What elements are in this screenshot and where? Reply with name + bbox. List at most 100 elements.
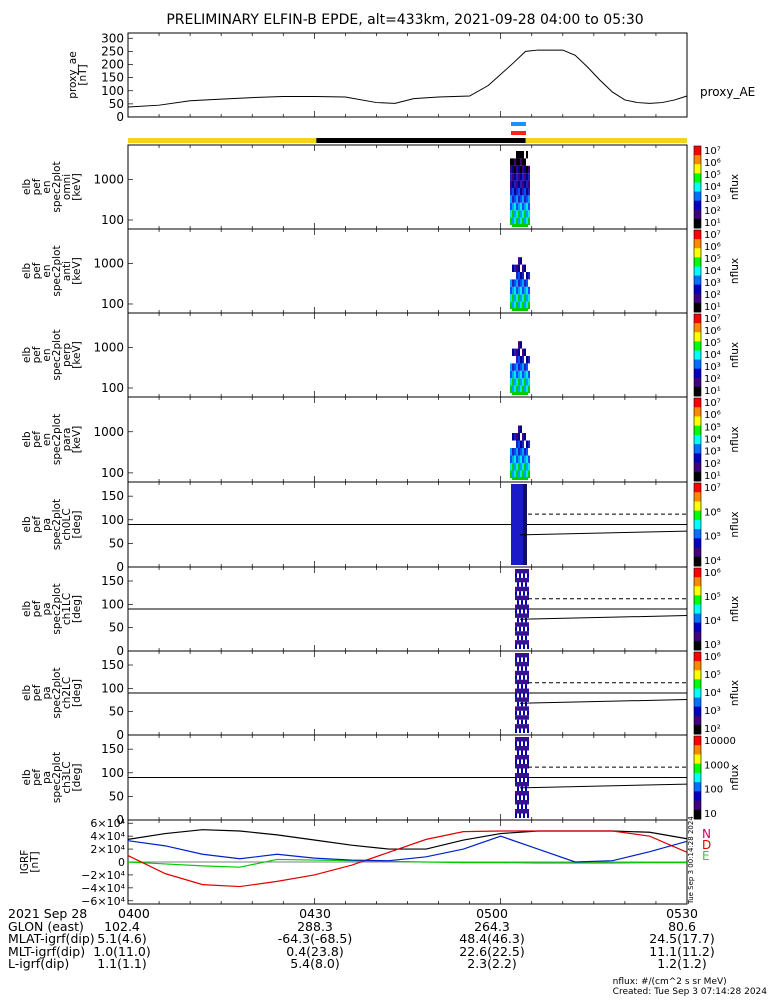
spectrogram-cell: [525, 688, 527, 693]
spectrogram-cell: [517, 661, 519, 667]
colorbar-tick: 10¹: [704, 218, 721, 229]
spectrogram-cell: [512, 455, 514, 463]
colorbar-tick: 10⁵: [704, 170, 721, 181]
spectrogram-cell: [518, 455, 520, 463]
ylabel-line: IGRF: [19, 850, 31, 875]
ae-panel-frame: [127, 32, 688, 118]
spectrogram-cell: [520, 378, 522, 386]
spectrogram-cell: [523, 497, 525, 502]
spectrogram-cell: [511, 556, 513, 561]
orbit-info-value: 5.1(4.6): [97, 931, 147, 946]
spectrogram-cell: [517, 715, 519, 720]
spectrogram-cell: [515, 724, 517, 729]
spectrogram-cell: [521, 595, 523, 601]
spectrogram-cell: [512, 378, 514, 386]
shadow-bar: [316, 138, 526, 143]
spectrogram-cell: [515, 777, 517, 782]
colorbar-frame: [693, 482, 702, 567]
colorbar-label: nflux: [729, 258, 741, 284]
spectrogram-cell: [510, 165, 512, 174]
colorbar-segment: [694, 538, 701, 549]
spectrogram-cell: [527, 813, 529, 818]
spectrogram-cell: [523, 488, 525, 493]
spectrogram-cell: [526, 151, 528, 159]
spectrogram-cell: [517, 520, 519, 525]
spectrogram-cell: [523, 622, 525, 627]
colorbar-tick: 10⁶: [704, 507, 721, 518]
spectrogram-cell: [525, 604, 527, 609]
spectrogram-cell: [514, 158, 516, 166]
spectrogram-cell: [519, 484, 521, 489]
spectrogram-cell: [514, 455, 516, 463]
spectrogram-cell: [520, 448, 522, 456]
spectrogram-cell: [523, 710, 525, 716]
spectrogram-cell: [522, 279, 524, 287]
ylabel-line: ch0LC: [61, 508, 73, 540]
spectrogram-cell: [514, 463, 516, 471]
colorbar-segment: [694, 182, 701, 193]
ae-ytick-label: 150: [101, 71, 124, 85]
colorbar-label-text: nflux: [729, 426, 741, 452]
spectrogram-frame-3: [127, 312, 688, 398]
colorbar-segment: [694, 314, 701, 324]
colorbar-segment: [694, 248, 701, 258]
spectrogram-cell: [525, 520, 527, 525]
spectrogram-cell: [521, 556, 523, 561]
spectrogram-cell: [527, 764, 529, 769]
spectrogram-cell: [511, 511, 513, 516]
spectrogram-cell: [519, 670, 521, 676]
spectrogram-cell: [521, 631, 523, 636]
spectrogram-cell: [510, 195, 512, 203]
spectrogram-cell: [510, 301, 512, 309]
spectrogram-cell: [512, 348, 514, 356]
spectrogram-cell: [515, 626, 517, 632]
ylabel-line: elb: [21, 516, 33, 532]
spectrogram-cell: [519, 569, 521, 574]
colorbar-5: 10⁷ 10⁶ 10⁵ 10⁴ nflux: [693, 482, 741, 567]
spectrogram-cell: [513, 488, 515, 493]
spectrogram-cell: [519, 622, 521, 627]
spectrogram-cell: [526, 363, 528, 371]
colorbar-label: nflux: [729, 511, 741, 537]
ylabel-line: elb: [21, 431, 33, 447]
spectrogram-cell: [521, 684, 523, 689]
spectrogram-cell: [513, 493, 515, 498]
spectrogram-cell: [525, 582, 527, 587]
spectrogram-cell: [527, 737, 529, 742]
colorbar-segment: [694, 715, 701, 726]
ylabel-line: spec2plot: [51, 161, 63, 212]
ylabel-line: pef: [31, 769, 43, 786]
colorbar-segment: [694, 173, 701, 183]
colorbar-segment: [694, 434, 701, 445]
spectrogram-cell: [525, 768, 527, 773]
spectrogram-cell: [511, 520, 513, 525]
spectrogram-cell: [527, 631, 529, 636]
colorbar-segment: [694, 368, 701, 379]
igrf-ytick-label: 4×10⁴: [90, 830, 125, 843]
spectrogram-cell: [515, 524, 517, 529]
spectrogram-cell: [526, 210, 528, 218]
loss-cone-line: [519, 783, 688, 789]
spectrogram-cell: [527, 609, 529, 614]
spectrogram-cell: [523, 764, 525, 769]
spectrogram-cell: [510, 286, 512, 295]
spectrogram-cell: [512, 477, 528, 480]
spectrogram-cell: [517, 737, 519, 742]
colorbar-tick: 1000: [704, 760, 729, 771]
spectrogram-cell: [519, 573, 521, 578]
spectrogram-cell: [519, 693, 521, 698]
spectrogram-cell: [527, 577, 529, 583]
colorbar-segment: [694, 164, 701, 174]
spectrogram-cell: [515, 675, 517, 680]
spec-ytick-label: 1000: [93, 340, 124, 354]
ylabel-line: pef: [31, 684, 43, 701]
spectrogram-cell: [512, 470, 514, 478]
ae-ytick-label: 200: [101, 58, 124, 72]
spectrogram-cell: [525, 524, 527, 529]
spectrogram-cell: [517, 613, 519, 618]
ylabel-line: en: [41, 348, 53, 361]
spectrogram-cell: [521, 586, 523, 592]
spectrogram-cell: [521, 715, 523, 720]
side-stamp: Tue Sep 3 00:14:28 2024: [687, 816, 695, 905]
